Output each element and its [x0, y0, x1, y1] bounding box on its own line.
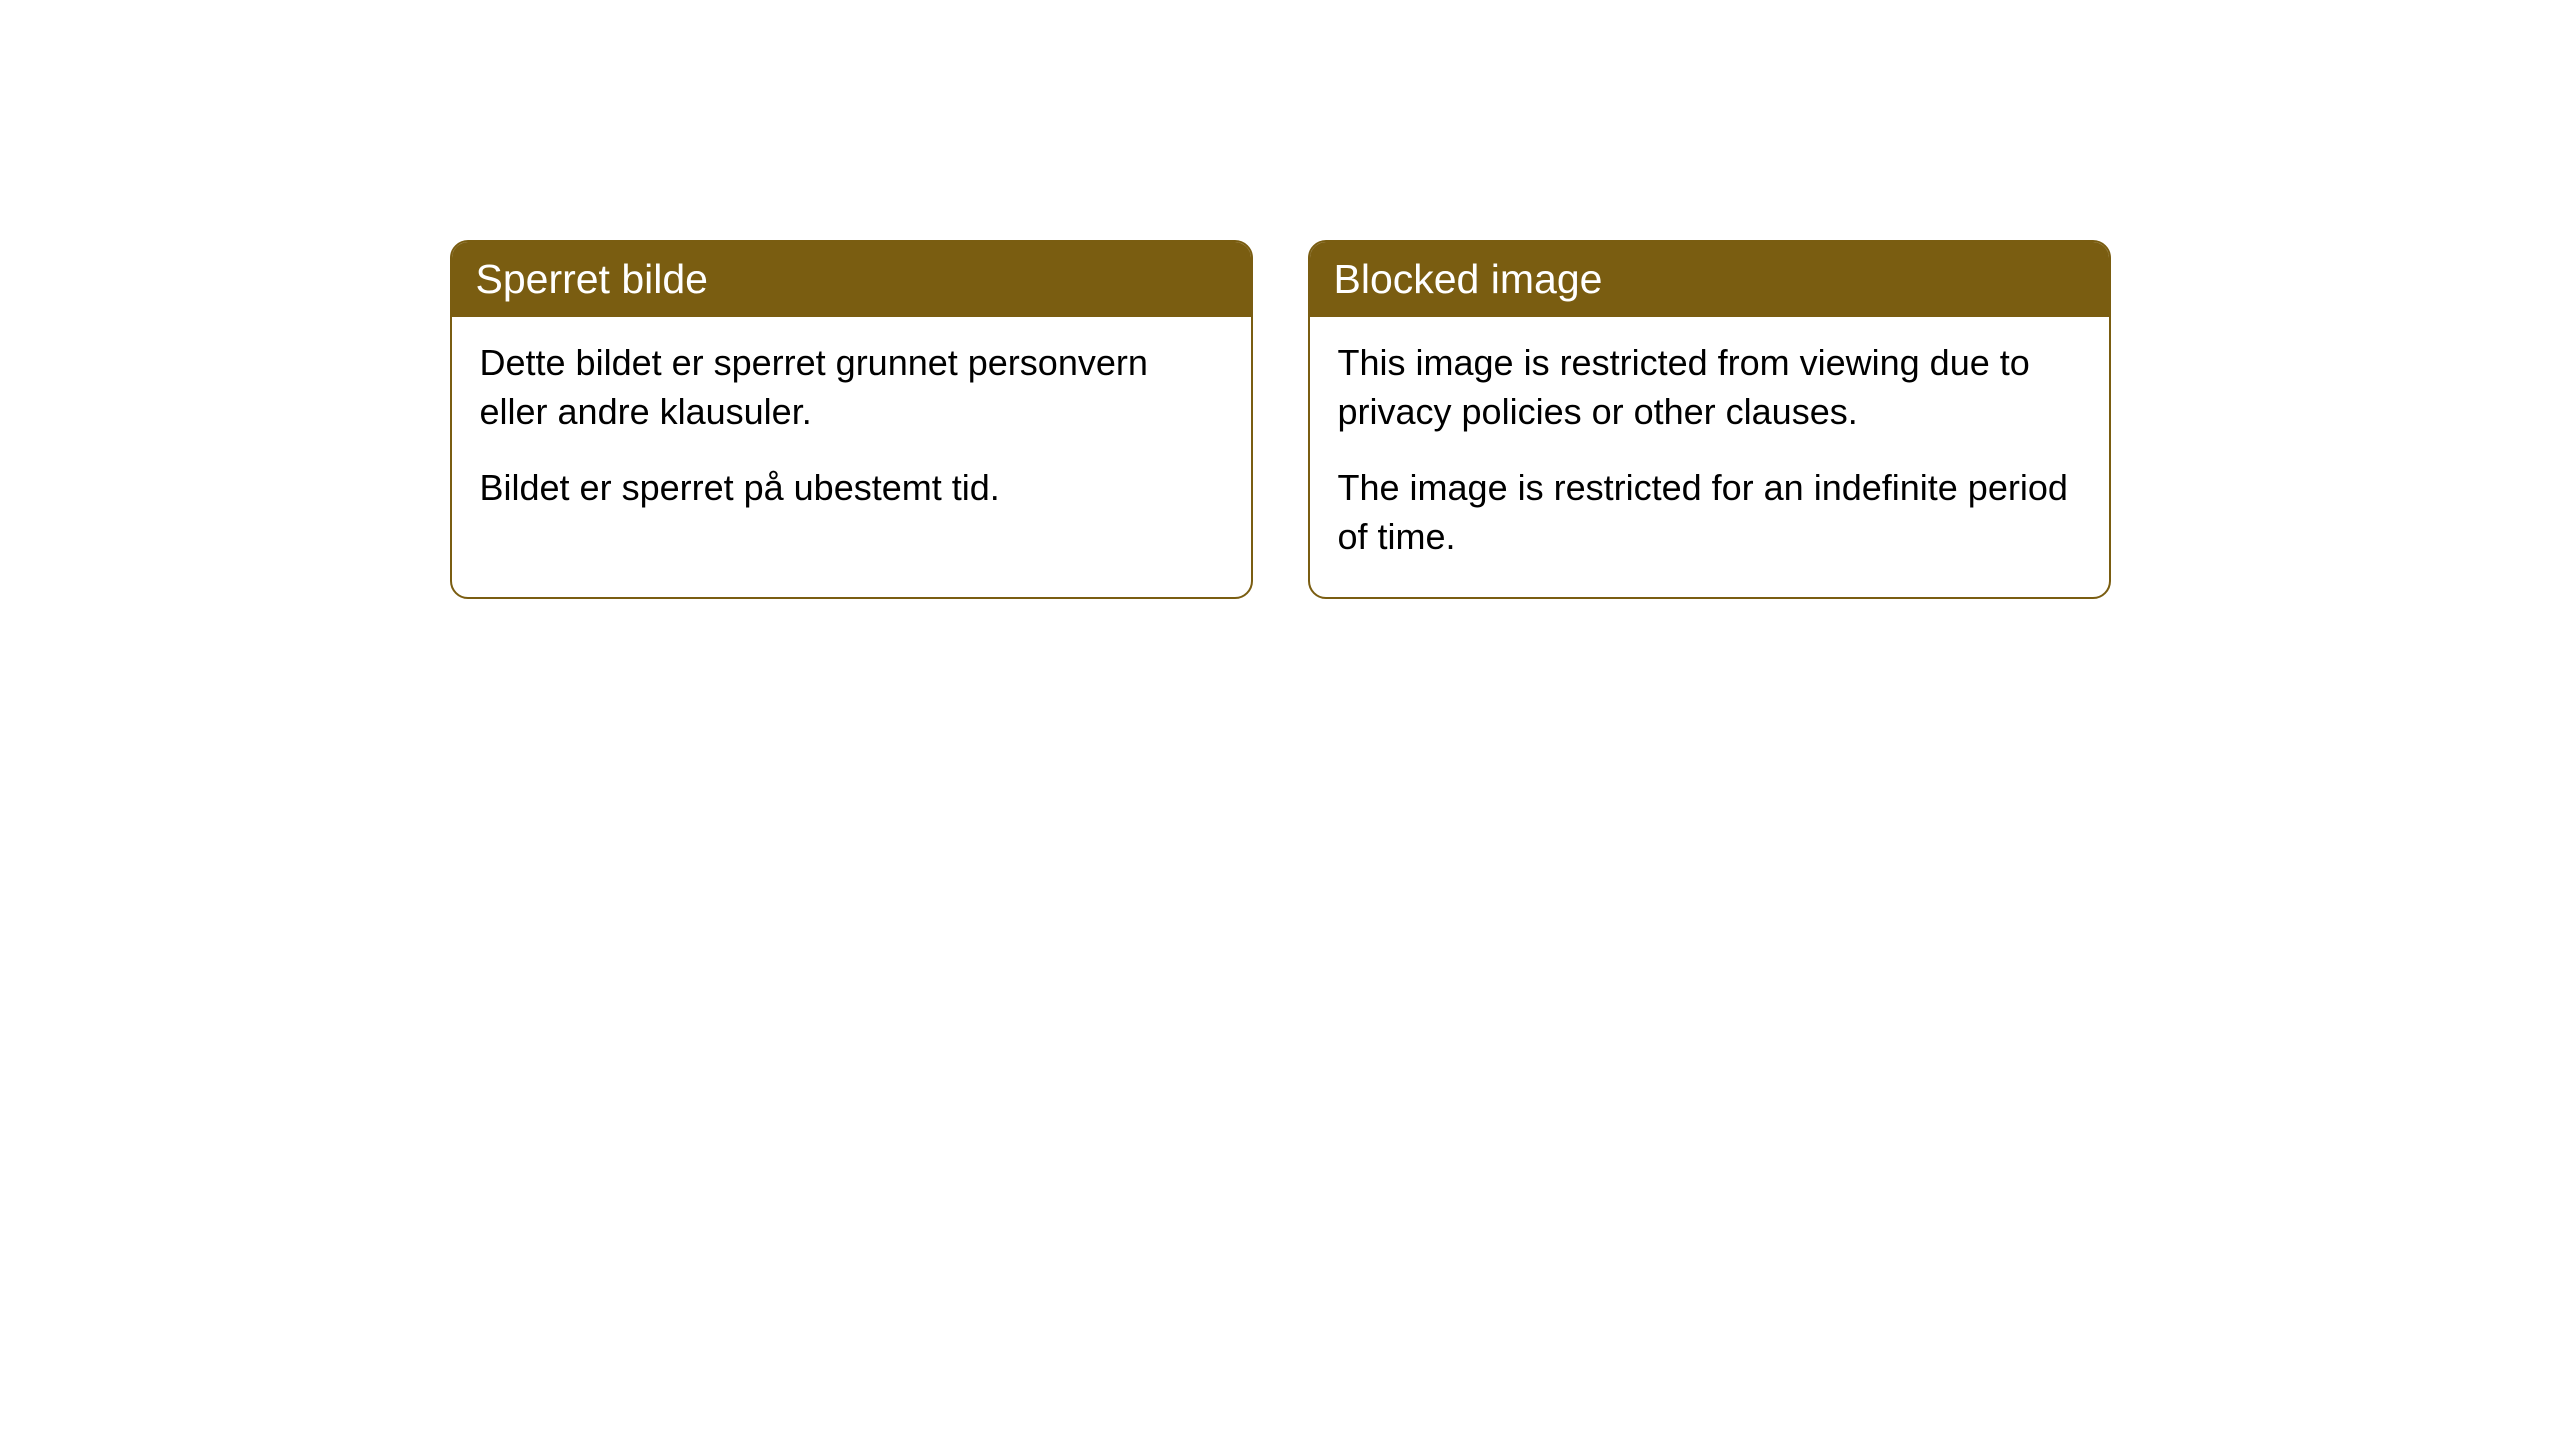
card-paragraph: This image is restricted from viewing du…: [1338, 339, 2081, 436]
notice-cards-container: Sperret bilde Dette bildet er sperret gr…: [450, 240, 2111, 599]
card-body: Dette bildet er sperret grunnet personve…: [452, 317, 1251, 549]
card-body: This image is restricted from viewing du…: [1310, 317, 2109, 597]
card-header: Sperret bilde: [452, 242, 1251, 317]
card-title: Sperret bilde: [476, 256, 708, 302]
card-paragraph: The image is restricted for an indefinit…: [1338, 464, 2081, 561]
card-title: Blocked image: [1334, 256, 1603, 302]
notice-card-norwegian: Sperret bilde Dette bildet er sperret gr…: [450, 240, 1253, 599]
card-paragraph: Bildet er sperret på ubestemt tid.: [480, 464, 1223, 513]
card-header: Blocked image: [1310, 242, 2109, 317]
notice-card-english: Blocked image This image is restricted f…: [1308, 240, 2111, 599]
card-paragraph: Dette bildet er sperret grunnet personve…: [480, 339, 1223, 436]
